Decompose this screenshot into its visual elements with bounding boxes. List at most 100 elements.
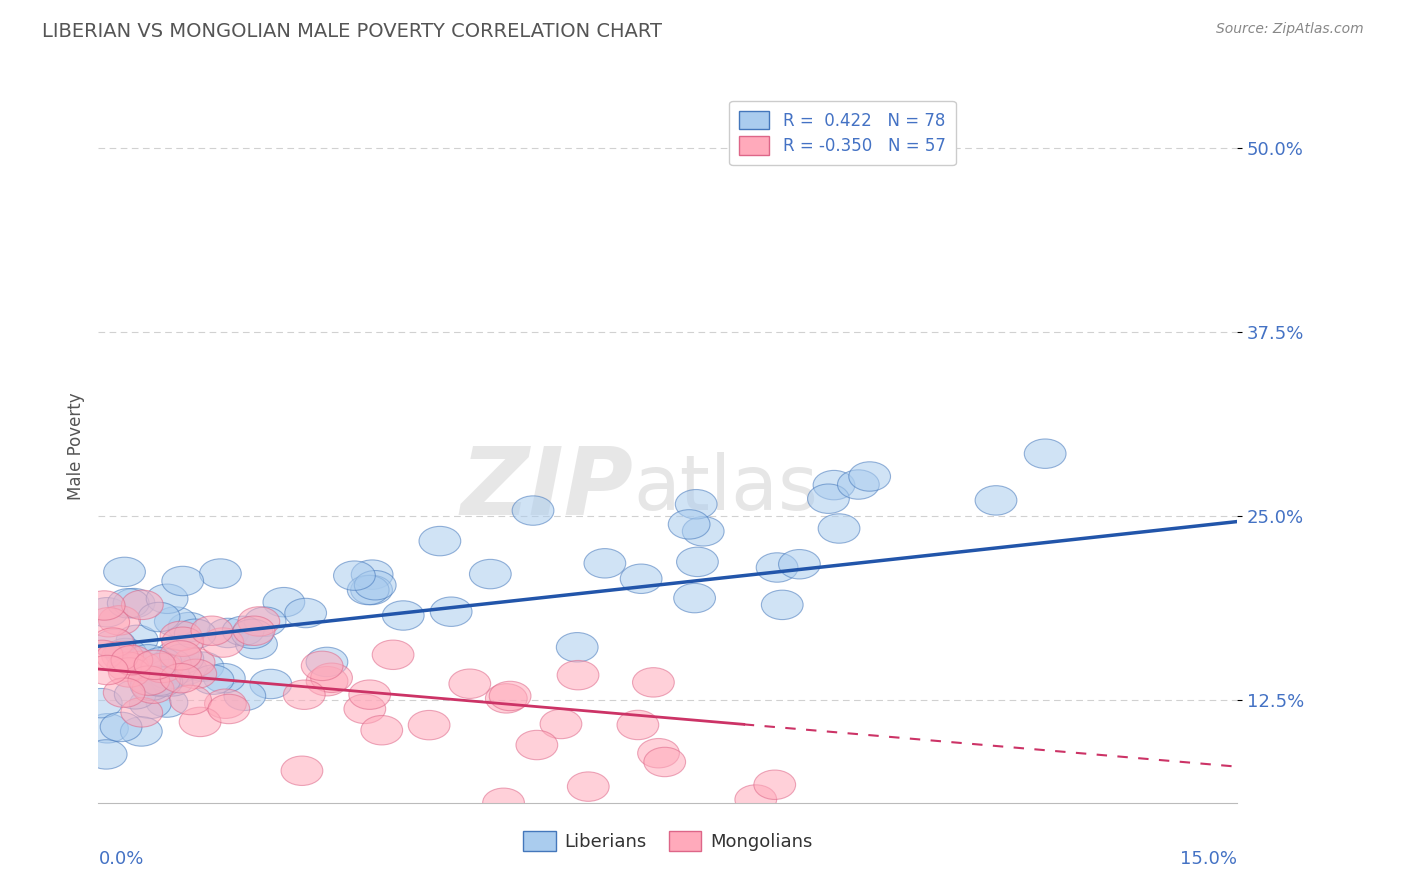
Ellipse shape bbox=[482, 789, 524, 817]
Ellipse shape bbox=[735, 785, 776, 814]
Ellipse shape bbox=[263, 588, 305, 617]
Ellipse shape bbox=[121, 717, 162, 747]
Ellipse shape bbox=[373, 640, 413, 670]
Ellipse shape bbox=[754, 770, 796, 799]
Ellipse shape bbox=[307, 648, 347, 677]
Ellipse shape bbox=[170, 685, 211, 714]
Ellipse shape bbox=[838, 470, 879, 500]
Ellipse shape bbox=[114, 680, 156, 709]
Ellipse shape bbox=[449, 669, 491, 698]
Text: 15.0%: 15.0% bbox=[1180, 850, 1237, 868]
Ellipse shape bbox=[160, 664, 202, 693]
Ellipse shape bbox=[557, 660, 599, 690]
Text: atlas: atlas bbox=[634, 452, 818, 525]
Ellipse shape bbox=[849, 462, 890, 491]
Ellipse shape bbox=[311, 663, 353, 692]
Ellipse shape bbox=[638, 739, 679, 768]
Ellipse shape bbox=[485, 683, 527, 713]
Ellipse shape bbox=[132, 674, 174, 704]
Ellipse shape bbox=[162, 627, 204, 657]
Ellipse shape bbox=[191, 616, 233, 646]
Ellipse shape bbox=[301, 651, 343, 681]
Ellipse shape bbox=[83, 591, 125, 620]
Text: ZIP: ZIP bbox=[461, 442, 634, 535]
Ellipse shape bbox=[139, 666, 180, 696]
Ellipse shape bbox=[250, 669, 291, 698]
Ellipse shape bbox=[87, 714, 128, 743]
Ellipse shape bbox=[284, 680, 325, 709]
Ellipse shape bbox=[155, 607, 197, 636]
Ellipse shape bbox=[232, 619, 273, 648]
Ellipse shape bbox=[361, 715, 402, 745]
Ellipse shape bbox=[281, 756, 323, 786]
Ellipse shape bbox=[120, 651, 162, 681]
Ellipse shape bbox=[141, 667, 183, 697]
Ellipse shape bbox=[174, 619, 217, 648]
Ellipse shape bbox=[557, 632, 598, 662]
Ellipse shape bbox=[166, 655, 207, 684]
Ellipse shape bbox=[813, 470, 855, 500]
Ellipse shape bbox=[121, 591, 163, 620]
Ellipse shape bbox=[762, 591, 803, 620]
Ellipse shape bbox=[91, 628, 134, 657]
Ellipse shape bbox=[86, 739, 127, 769]
Ellipse shape bbox=[208, 694, 250, 723]
Ellipse shape bbox=[152, 666, 193, 696]
Ellipse shape bbox=[138, 602, 180, 632]
Ellipse shape bbox=[117, 625, 157, 655]
Ellipse shape bbox=[156, 654, 198, 683]
Ellipse shape bbox=[245, 607, 285, 636]
Ellipse shape bbox=[568, 772, 609, 801]
Ellipse shape bbox=[146, 584, 188, 614]
Ellipse shape bbox=[204, 664, 245, 693]
Ellipse shape bbox=[101, 641, 143, 671]
Ellipse shape bbox=[132, 659, 174, 689]
Ellipse shape bbox=[430, 597, 472, 626]
Ellipse shape bbox=[807, 484, 849, 514]
Ellipse shape bbox=[162, 566, 204, 596]
Ellipse shape bbox=[333, 561, 375, 591]
Ellipse shape bbox=[516, 731, 558, 760]
Ellipse shape bbox=[489, 681, 531, 711]
Ellipse shape bbox=[644, 747, 686, 777]
Ellipse shape bbox=[129, 690, 172, 719]
Ellipse shape bbox=[204, 689, 246, 718]
Ellipse shape bbox=[131, 665, 173, 695]
Ellipse shape bbox=[382, 601, 425, 631]
Ellipse shape bbox=[238, 607, 280, 636]
Ellipse shape bbox=[668, 509, 710, 539]
Ellipse shape bbox=[80, 689, 122, 718]
Ellipse shape bbox=[169, 613, 209, 642]
Ellipse shape bbox=[540, 709, 582, 739]
Ellipse shape bbox=[146, 688, 188, 717]
Ellipse shape bbox=[141, 653, 183, 682]
Ellipse shape bbox=[756, 553, 799, 582]
Ellipse shape bbox=[97, 642, 138, 672]
Ellipse shape bbox=[141, 648, 181, 677]
Ellipse shape bbox=[121, 698, 163, 727]
Ellipse shape bbox=[104, 558, 145, 587]
Ellipse shape bbox=[160, 640, 201, 670]
Ellipse shape bbox=[100, 712, 142, 741]
Ellipse shape bbox=[143, 661, 186, 690]
Ellipse shape bbox=[86, 598, 128, 627]
Ellipse shape bbox=[179, 707, 221, 737]
Ellipse shape bbox=[347, 575, 389, 605]
Ellipse shape bbox=[233, 616, 276, 646]
Ellipse shape bbox=[149, 648, 191, 678]
Ellipse shape bbox=[181, 652, 224, 681]
Ellipse shape bbox=[107, 589, 149, 618]
Ellipse shape bbox=[512, 496, 554, 525]
Ellipse shape bbox=[207, 618, 249, 648]
Ellipse shape bbox=[676, 547, 718, 576]
Ellipse shape bbox=[976, 485, 1017, 515]
Ellipse shape bbox=[156, 640, 198, 669]
Ellipse shape bbox=[174, 659, 217, 689]
Text: LIBERIAN VS MONGOLIAN MALE POVERTY CORRELATION CHART: LIBERIAN VS MONGOLIAN MALE POVERTY CORRE… bbox=[42, 22, 662, 41]
Ellipse shape bbox=[87, 607, 129, 637]
Ellipse shape bbox=[352, 560, 394, 590]
Ellipse shape bbox=[620, 564, 662, 593]
Ellipse shape bbox=[108, 657, 150, 687]
Ellipse shape bbox=[470, 559, 512, 589]
Legend: Liberians, Mongolians: Liberians, Mongolians bbox=[516, 823, 820, 858]
